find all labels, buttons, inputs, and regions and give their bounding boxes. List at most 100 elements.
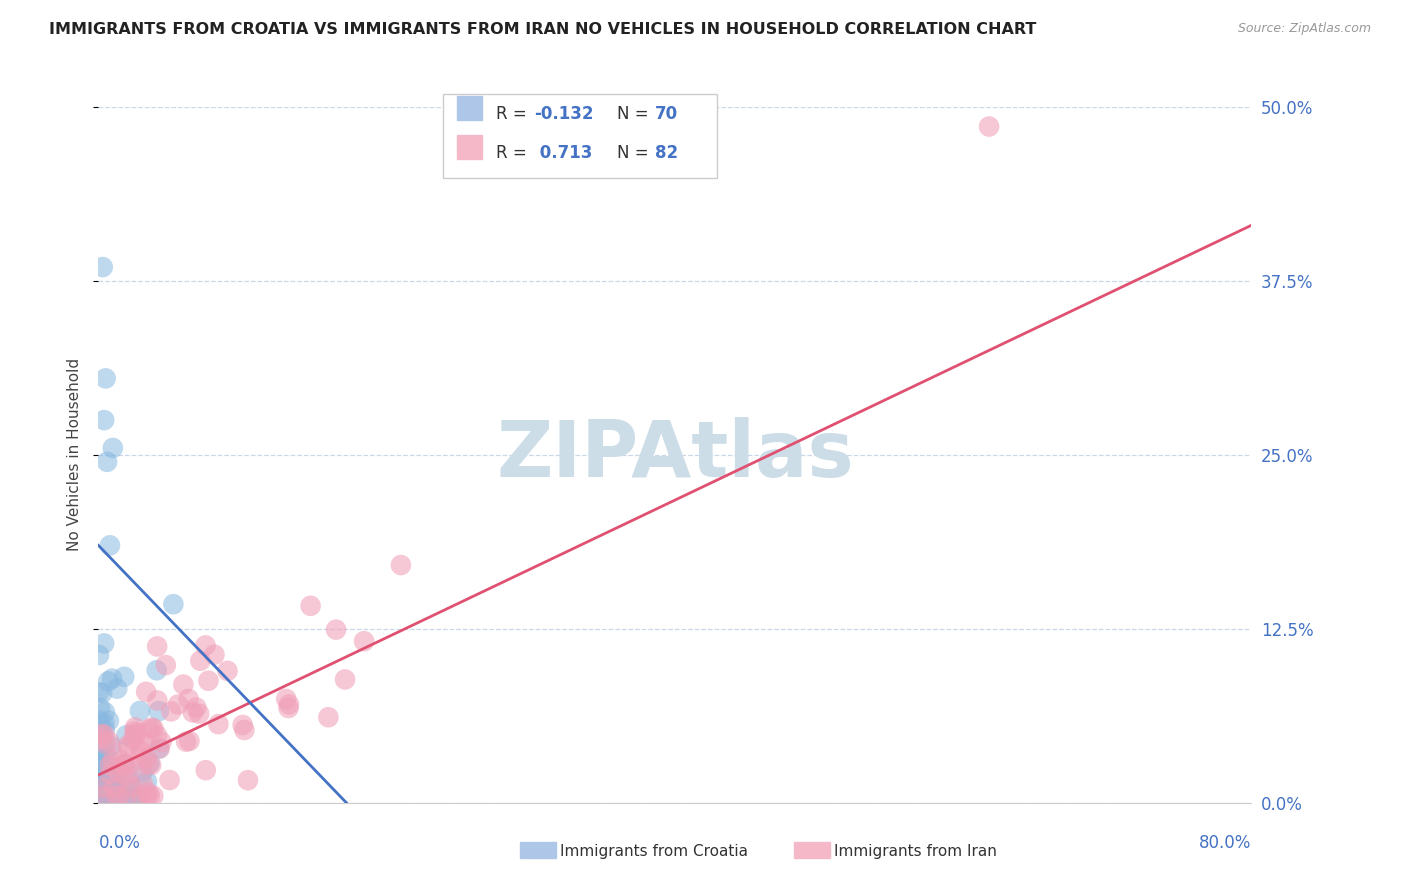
Point	[142, 722, 165, 736]
Text: 70: 70	[655, 105, 678, 123]
Point	[90, 777, 112, 791]
Point	[103, 794, 125, 808]
Point	[194, 763, 217, 777]
Point	[325, 623, 347, 637]
Point	[277, 701, 299, 715]
Point	[89, 771, 111, 785]
Point	[194, 639, 217, 653]
Point	[135, 751, 157, 765]
Point	[107, 781, 129, 796]
Point	[93, 636, 115, 650]
Point	[149, 741, 172, 756]
Point	[162, 597, 184, 611]
Text: Source: ZipAtlas.com: Source: ZipAtlas.com	[1237, 22, 1371, 36]
Point	[93, 723, 115, 737]
Text: R =: R =	[496, 144, 533, 161]
Text: Immigrants from Iran: Immigrants from Iran	[834, 844, 997, 859]
Text: R =: R =	[496, 105, 533, 123]
Point	[105, 789, 128, 803]
Point	[98, 758, 121, 772]
Point	[318, 710, 340, 724]
Point	[94, 371, 117, 385]
Point	[107, 764, 129, 779]
Point	[160, 705, 183, 719]
Point	[141, 721, 163, 735]
Point	[129, 740, 152, 755]
Point	[236, 773, 259, 788]
Point	[103, 781, 125, 796]
Point	[207, 717, 229, 731]
Point	[118, 758, 141, 772]
Point	[87, 685, 110, 699]
Point	[299, 599, 322, 613]
Point	[977, 120, 1000, 134]
Point	[117, 739, 139, 753]
Point	[112, 768, 135, 782]
Point	[389, 558, 412, 572]
Point	[91, 753, 114, 767]
Point	[93, 766, 115, 780]
Point	[139, 756, 162, 771]
Point	[90, 755, 112, 769]
Point	[127, 789, 149, 804]
Point	[204, 648, 226, 662]
Point	[91, 260, 114, 274]
Text: N =: N =	[617, 105, 654, 123]
Point	[108, 752, 131, 766]
Point	[181, 706, 204, 720]
Point	[148, 741, 170, 756]
Text: 80.0%: 80.0%	[1199, 834, 1251, 852]
Point	[136, 785, 159, 799]
Point	[174, 734, 197, 748]
Text: 82: 82	[655, 144, 678, 161]
Point	[197, 673, 219, 688]
Text: N =: N =	[617, 144, 654, 161]
Point	[90, 727, 112, 741]
Point	[91, 792, 114, 806]
Point	[145, 663, 167, 677]
Point	[155, 658, 177, 673]
Point	[115, 780, 138, 794]
Point	[131, 757, 153, 772]
Point	[93, 760, 115, 774]
Point	[103, 771, 125, 785]
Point	[91, 686, 114, 700]
Text: ZIPAtlas: ZIPAtlas	[496, 417, 853, 493]
Point	[124, 720, 146, 734]
Point	[117, 770, 139, 784]
Point	[90, 731, 112, 746]
Point	[93, 716, 115, 731]
Point	[276, 692, 298, 706]
Point	[97, 791, 120, 805]
Point	[105, 681, 128, 696]
Point	[122, 732, 145, 747]
Point	[96, 765, 118, 780]
Point	[101, 441, 124, 455]
Point	[146, 728, 169, 742]
Point	[138, 757, 160, 772]
Point	[186, 700, 208, 714]
Point	[179, 734, 201, 748]
Point	[98, 786, 121, 800]
Text: Immigrants from Croatia: Immigrants from Croatia	[560, 844, 748, 859]
Point	[89, 774, 111, 789]
Point	[100, 764, 122, 779]
Point	[233, 723, 256, 737]
Point	[93, 781, 115, 796]
Point	[98, 735, 121, 749]
Point	[90, 739, 112, 754]
Text: -0.132: -0.132	[534, 105, 593, 123]
Point	[129, 744, 152, 758]
Point	[94, 772, 117, 787]
Point	[159, 772, 181, 787]
Point	[101, 754, 124, 768]
Point	[139, 789, 162, 803]
Point	[146, 640, 169, 654]
Point	[124, 723, 146, 738]
Point	[114, 756, 136, 771]
Point	[135, 685, 157, 699]
Text: IMMIGRANTS FROM CROATIA VS IMMIGRANTS FROM IRAN NO VEHICLES IN HOUSEHOLD CORRELA: IMMIGRANTS FROM CROATIA VS IMMIGRANTS FR…	[49, 22, 1036, 37]
Point	[96, 750, 118, 764]
Point	[353, 634, 375, 648]
Point	[172, 677, 194, 691]
